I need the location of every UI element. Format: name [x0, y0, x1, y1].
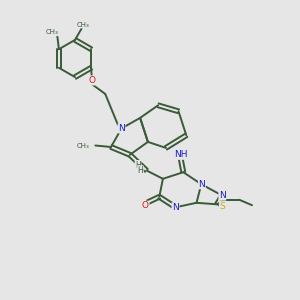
Text: NH: NH: [174, 150, 188, 159]
Text: CH₃: CH₃: [46, 29, 59, 35]
Text: H: H: [135, 160, 141, 169]
Text: CH₃: CH₃: [76, 22, 89, 28]
Text: O: O: [142, 201, 149, 210]
Text: H: H: [137, 166, 143, 175]
Text: N: N: [219, 191, 226, 200]
Text: N: N: [118, 124, 125, 133]
Text: S: S: [219, 202, 225, 211]
Text: N: N: [172, 203, 179, 212]
Text: N: N: [199, 180, 205, 189]
Text: CH₃: CH₃: [77, 142, 89, 148]
Text: O: O: [88, 76, 95, 85]
